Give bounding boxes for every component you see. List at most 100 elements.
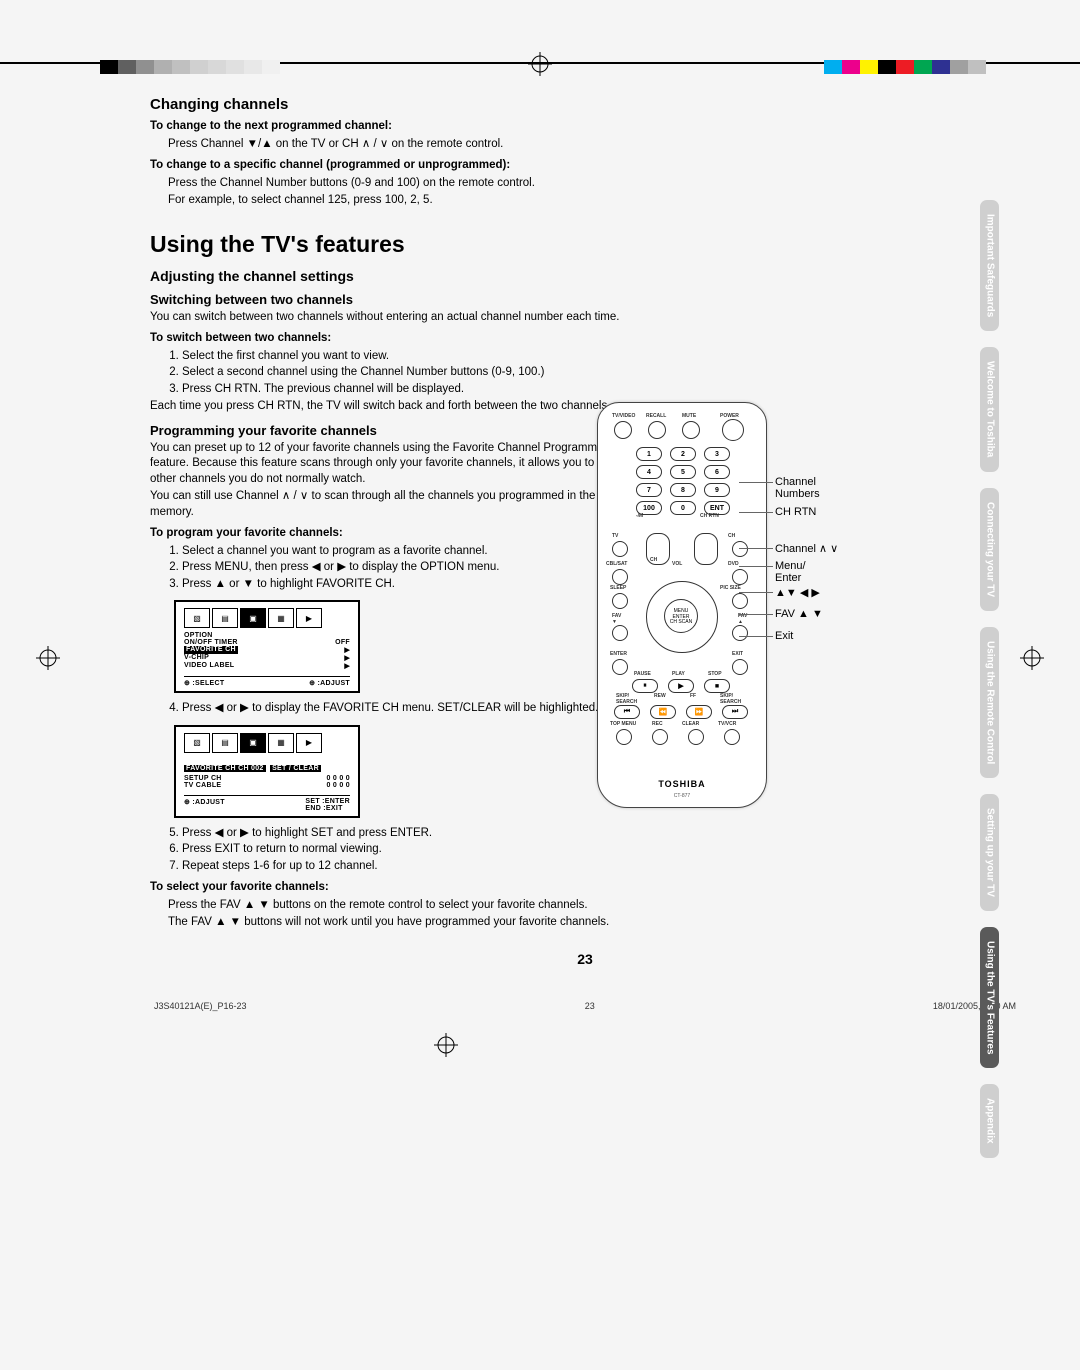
tvvcr-button[interactable] — [724, 729, 740, 745]
list-item: Select a channel you want to program as … — [182, 544, 640, 560]
ff-button[interactable]: ⏩ — [686, 705, 712, 719]
number-8-button[interactable]: 8 — [670, 483, 696, 497]
enter-button[interactable] — [612, 659, 628, 675]
dvd-button[interactable] — [732, 569, 748, 585]
favorite-steps-list-cont2: Press ◀ or ▶ to highlight SET and press … — [168, 826, 640, 875]
sleep-button[interactable] — [612, 593, 628, 609]
text: Press Channel ▼/▲ on the TV or CH ∧ / ∨ … — [168, 137, 640, 153]
label-switch-steps: To switch between two channels: — [150, 331, 640, 347]
color-swatches — [824, 60, 986, 74]
osd-row: SET / CLEAR — [270, 765, 321, 772]
skip-back-button[interactable]: ⏮ — [614, 705, 640, 719]
number-5-button[interactable]: 5 — [670, 465, 696, 479]
picsize-button[interactable] — [732, 593, 748, 609]
exit-button[interactable] — [732, 659, 748, 675]
label-specific-channel: To change to a specific channel (program… — [150, 158, 640, 174]
body-content: Changing channels To change to the next … — [150, 96, 640, 931]
remote-label: MUTE — [682, 413, 696, 419]
list-item: Press MENU, then press ◀ or ▶ to display… — [182, 560, 640, 576]
heading-changing-channels: Changing channels — [150, 96, 640, 113]
tv-button[interactable] — [612, 541, 628, 557]
label-select-favorites: To select your favorite channels: — [150, 880, 640, 896]
clear-button[interactable] — [688, 729, 704, 745]
number-9-button[interactable]: 9 — [704, 483, 730, 497]
number-0-button[interactable]: 0 — [670, 501, 696, 515]
recall-button[interactable] — [648, 421, 666, 439]
rec-button[interactable] — [652, 729, 668, 745]
remote-callout: Exit — [775, 630, 793, 642]
rew-button[interactable]: ⏪ — [650, 705, 676, 719]
section-tab: Important Safeguards — [980, 200, 999, 331]
switch-steps-list: Select the first channel you want to vie… — [168, 349, 640, 398]
remote-callout: CH RTN — [775, 506, 816, 518]
skip-fwd-button[interactable]: ⏭ — [722, 705, 748, 719]
center-target-icon — [528, 52, 552, 76]
footer-filename: J3S40121A(E)_P16-23 — [154, 1001, 247, 1011]
remote-label: RECALL — [646, 413, 666, 419]
remote-callout: ▲▼ ◀ ▶ — [775, 586, 820, 599]
section-tab: Using the Remote Control — [980, 627, 999, 778]
list-item: Press ▲ or ▼ to highlight FAVORITE CH. — [182, 577, 640, 593]
remote-diagram: TV/VIDEO RECALL MUTE POWER 1234567891000… — [597, 402, 897, 808]
number-1-button[interactable]: 1 — [636, 447, 662, 461]
topmenu-button[interactable] — [616, 729, 632, 745]
osd-foot: ⊕ :SELECT — [184, 679, 224, 687]
number-7-button[interactable]: 7 — [636, 483, 662, 497]
number-4-button[interactable]: 4 — [636, 465, 662, 479]
osd-foot: SET :ENTER END :EXIT — [305, 798, 350, 812]
label-next-programmed: To change to the next programmed channel… — [150, 119, 640, 135]
cblsat-button[interactable] — [612, 569, 628, 585]
section-tab: Appendix — [980, 1084, 999, 1158]
vol-up-down[interactable] — [694, 533, 718, 565]
print-registration-strip — [0, 0, 1080, 70]
osd-foot: ⊕ :ADJUST — [184, 798, 225, 812]
heading-switch-two: Switching between two channels — [150, 292, 640, 307]
list-item: Press EXIT to return to normal viewing. — [182, 842, 640, 858]
favorite-steps-list: Select a channel you want to program as … — [168, 544, 640, 593]
menu-enter-button[interactable]: MENUENTERCH SCAN — [664, 599, 698, 633]
page-number: 23 — [150, 951, 1020, 967]
number-3-button[interactable]: 3 — [704, 447, 730, 461]
footer-page: 23 — [585, 1001, 595, 1011]
fav-up-button[interactable] — [732, 625, 748, 641]
list-item: Select the first channel you want to vie… — [182, 349, 640, 365]
remote-callout: FAV ▲ ▼ — [775, 608, 823, 620]
play-button[interactable]: ▶ — [668, 679, 694, 693]
list-item: Select a second channel using the Channe… — [182, 365, 640, 381]
heading-using-tv-features: Using the TV's features — [150, 231, 640, 258]
text: You can switch between two channels with… — [150, 310, 640, 326]
section-tab: Setting up your TV — [980, 794, 999, 911]
remote-label: POWER — [720, 413, 739, 419]
stop-button[interactable]: ■ — [704, 679, 730, 693]
list-item: Press ◀ or ▶ to highlight SET and press … — [182, 826, 640, 842]
center-target-icon — [434, 1033, 458, 1057]
fav-down-button[interactable] — [612, 625, 628, 641]
pause-button[interactable]: ⏸ — [632, 679, 658, 693]
tvvideo-button[interactable] — [614, 421, 632, 439]
remote-callout: Channel Numbers — [775, 476, 820, 500]
number-6-button[interactable]: 6 — [704, 465, 730, 479]
osd-foot: ⊕ :ADJUST — [309, 679, 350, 687]
ch-button[interactable] — [732, 541, 748, 557]
footer-metadata: J3S40121A(E)_P16-23 23 18/01/2005, 9:50 … — [150, 1001, 1020, 1011]
list-item: Repeat steps 1-6 for up to 12 channel. — [182, 859, 640, 875]
text: For example, to select channel 125, pres… — [168, 193, 640, 209]
text: Press the Channel Number buttons (0-9 an… — [168, 176, 640, 192]
text: You can preset up to 12 of your favorite… — [150, 441, 640, 488]
osd-row: SETUP CH — [184, 775, 222, 782]
favorite-steps-list-cont: Press ◀ or ▶ to display the FAVORITE CH … — [168, 701, 640, 717]
number-2-button[interactable]: 2 — [670, 447, 696, 461]
side-target-icon — [1020, 646, 1044, 670]
text: The FAV ▲ ▼ buttons will not work until … — [168, 915, 640, 931]
heading-program-favorites: Programming your favorite channels — [150, 423, 640, 438]
remote-label: TV/VIDEO — [612, 413, 635, 419]
mute-button[interactable] — [682, 421, 700, 439]
label-program-steps: To program your favorite channels: — [150, 526, 640, 542]
power-button[interactable] — [722, 419, 744, 441]
section-tabs: Important SafeguardsWelcome to ToshibaCo… — [980, 200, 1014, 1174]
osd-row: 0 0 0 0 — [326, 782, 350, 789]
remote-outline: TV/VIDEO RECALL MUTE POWER 1234567891000… — [597, 402, 767, 808]
heading-adjust-channel: Adjusting the channel settings — [150, 268, 640, 284]
osd-option-menu: ▧▤▣▦▶ OPTION ON/OFF TIMEROFFFAVORITE CH▶… — [174, 600, 360, 693]
osd-title: OPTION — [184, 632, 350, 639]
